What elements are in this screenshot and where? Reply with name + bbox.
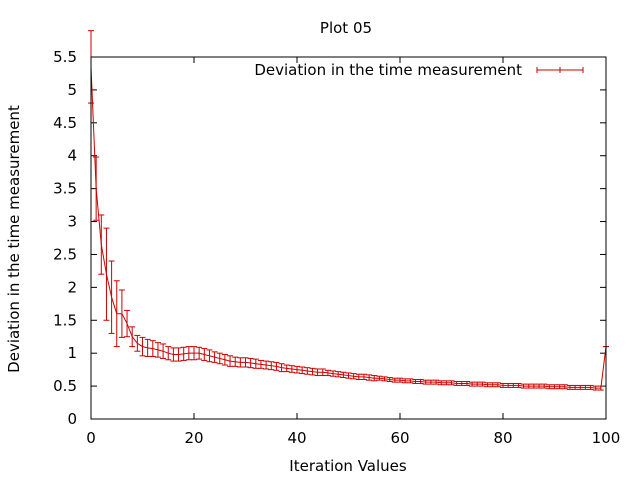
x-tick-label: 100 — [592, 429, 621, 447]
y-tick-label: 2 — [67, 278, 77, 296]
legend-label: Deviation in the time measurement — [254, 61, 522, 79]
x-tick-label: 0 — [86, 429, 96, 447]
y-tick-label: 5 — [67, 81, 77, 99]
x-tick-label: 20 — [184, 429, 203, 447]
y-tick-label: 0.5 — [53, 377, 77, 395]
y-tick-label: 4.5 — [53, 114, 77, 132]
y-tick-label: 2.5 — [53, 245, 77, 263]
y-tick-label: 1 — [67, 344, 77, 362]
x-tick-label: 60 — [390, 429, 409, 447]
legend-sample — [536, 67, 584, 73]
x-tick-label: 40 — [287, 429, 306, 447]
legend: Deviation in the time measurement — [254, 61, 584, 79]
y-axis-label: Deviation in the time measurement — [5, 105, 23, 373]
y-tick-label: 3 — [67, 213, 77, 231]
x-axis-label: Iteration Values — [289, 457, 407, 475]
axes: 0 20 40 60 80 100 0 0.5 1 1.5 2 2.5 3 3.5 4 4.5 5 5.5 — [53, 48, 620, 447]
plot-frame — [90, 56, 607, 420]
series-line — [90, 66, 607, 389]
y-tick-label: 1.5 — [53, 311, 77, 329]
y-tick-label: 0 — [67, 410, 77, 428]
data-series — [88, 30, 609, 391]
y-tick-label: 5.5 — [53, 48, 77, 66]
chart-title: Plot 05 — [320, 19, 372, 37]
y-tick-label: 4 — [67, 147, 77, 165]
x-tick-label: 80 — [493, 429, 512, 447]
y-tick-label: 3.5 — [53, 180, 77, 198]
